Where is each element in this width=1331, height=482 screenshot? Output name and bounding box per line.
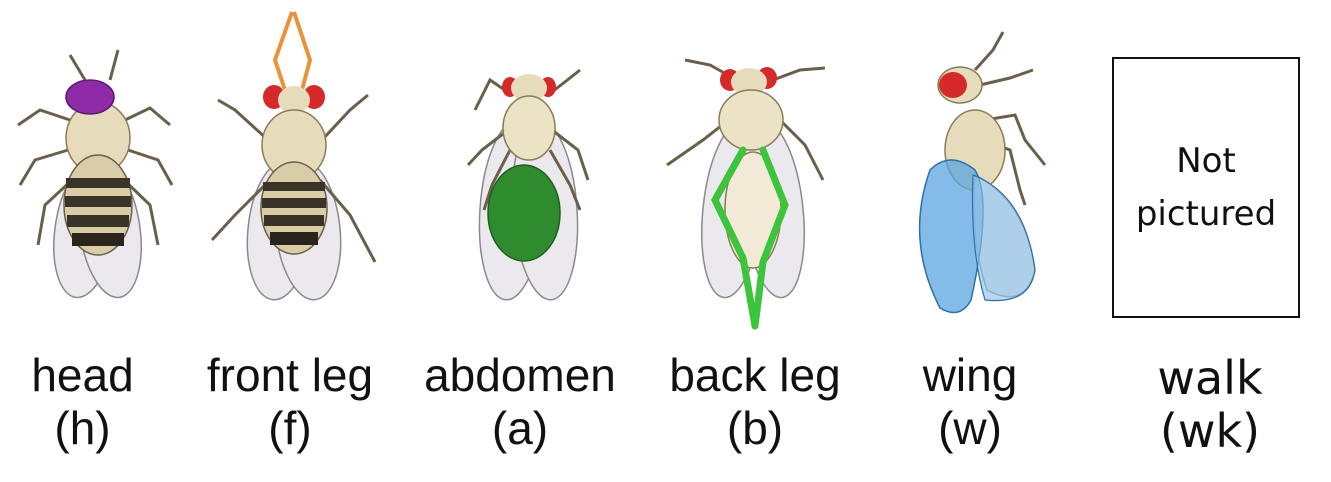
panel-abdomen: abdomen (a) — [420, 0, 620, 482]
part-abbr-label: (f) — [268, 402, 312, 454]
part-abbr-label: (b) — [726, 402, 784, 454]
fly-abdomen-highlighted-illustration — [466, 68, 590, 301]
part-name-label: abdomen — [424, 349, 616, 401]
part-name-label: front leg — [206, 349, 374, 401]
panel-front-leg: front leg (f) — [190, 0, 390, 482]
not-pictured-box: Not pictured — [1112, 57, 1300, 318]
fly-front-leg-highlighted-illustration — [210, 11, 377, 301]
box-text-line-2: pictured — [1135, 193, 1277, 234]
fly-wing-highlighted-illustration — [918, 31, 1047, 314]
panel-wing: wing (w) — [875, 0, 1075, 482]
panel-back-leg: back leg (b) — [655, 0, 855, 482]
part-name-label: head — [31, 349, 134, 401]
fly-back-leg-highlighted-illustration — [666, 58, 826, 330]
panel-head: head (h) — [0, 0, 200, 482]
part-name-label: back leg — [669, 349, 841, 401]
walk-name-label: walk — [1157, 351, 1263, 405]
part-name-label: wing — [922, 349, 1018, 401]
box-text-line-1: Not — [1176, 140, 1236, 181]
part-abbr-label: (a) — [491, 402, 549, 454]
part-abbr-label: (h) — [54, 402, 111, 454]
part-abbr-label: (w) — [938, 402, 1002, 454]
fly-head-highlighted-illustration — [17, 49, 174, 299]
walk-abbr-label: (wk) — [1159, 404, 1261, 458]
